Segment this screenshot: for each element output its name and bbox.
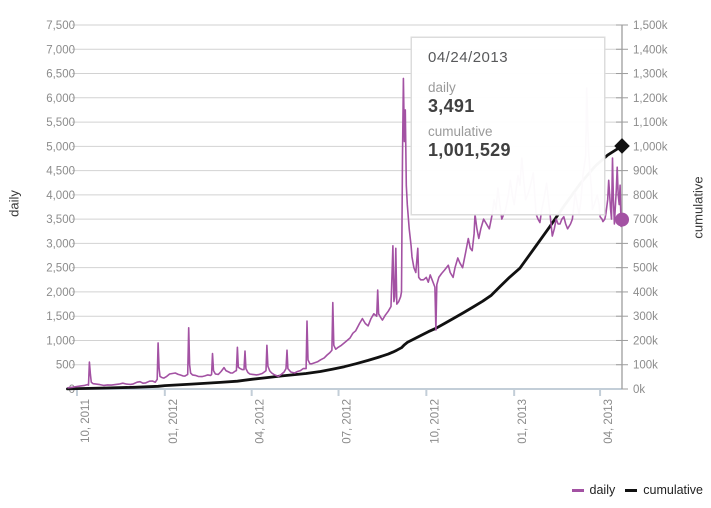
left-axis-tick-label: 6,000 [46, 93, 75, 105]
hover-tooltip: 04/24/2013 daily 3,491 cumulative 1,001,… [411, 37, 605, 215]
tooltip-daily-label: daily [428, 80, 456, 95]
right-axis-tick-label: 500k [633, 263, 658, 275]
tooltip-daily-value: 3,491 [428, 96, 475, 116]
cumulative-hover-marker-diamond-icon [614, 138, 630, 154]
right-axis-tick-label: 400k [633, 287, 658, 299]
right-axis-tick-label: 700k [633, 214, 658, 226]
daily-line [67, 77, 623, 389]
x-axis-tick-label: 10, 2011 [80, 399, 92, 443]
left-axis-tick-label: 4,500 [46, 166, 75, 178]
tooltip-date: 04/24/2013 [428, 49, 509, 66]
left-axis-tick-label: 2,500 [46, 263, 75, 275]
tooltip-cumulative-value: 1,001,529 [428, 140, 511, 160]
left-axis-tick-label: 2,000 [46, 287, 75, 299]
x-axis-tick-label: 01, 2013 [517, 399, 529, 444]
right-axis-tick-label: 1,400k [633, 44, 668, 56]
daily-swatch-icon [571, 488, 584, 492]
right-axis-tick-label: 300k [633, 311, 658, 323]
left-axis-tick-label: 500 [56, 360, 75, 372]
left-axis-tick-label: 6,500 [46, 69, 75, 81]
right-axis-tick-label: 600k [633, 238, 658, 250]
left-axis-tick-label: 7,500 [46, 20, 75, 32]
chart-legend: daily cumulative [571, 483, 703, 497]
left-axis-tick-label: 4,000 [46, 190, 75, 202]
left-axis-tick-label: 3,000 [46, 238, 75, 250]
legend-daily-label: daily [589, 483, 616, 497]
left-axis-tick-label: 1,000 [46, 335, 75, 347]
right-axis-tick-label: 0k [633, 384, 645, 396]
x-axis-tick-label: 07, 2012 [342, 399, 354, 444]
right-axis-tick-label: 1,300k [633, 69, 668, 81]
legend-item-cumulative[interactable]: cumulative [625, 483, 703, 497]
right-axis-tick-label: 900k [633, 166, 658, 178]
tooltip-cumulative-label: cumulative [428, 124, 493, 139]
x-axis-tick-label: 04, 2013 [603, 399, 615, 444]
right-axis-title: cumulative [690, 176, 706, 239]
right-axis-tick-label: 1,200k [633, 93, 668, 105]
right-axis-tick-label: 800k [633, 190, 658, 202]
cumulative-swatch-icon [625, 488, 638, 492]
left-axis-tick-label: 3,500 [46, 214, 75, 226]
right-axis-tick-label: 1,100k [633, 117, 668, 129]
x-axis-tick-label: 01, 2012 [168, 399, 180, 444]
x-axis-tick-label: 10, 2012 [429, 399, 441, 444]
daily-hover-marker [615, 212, 630, 227]
right-axis-tick-label: 200k [633, 335, 658, 347]
left-axis-tick-label: 1,500 [46, 311, 75, 323]
x-axis-tick-label: 04, 2012 [255, 399, 267, 444]
legend-item-daily[interactable]: daily [571, 483, 616, 497]
right-axis-tick-label: 100k [633, 360, 658, 372]
right-axis-tick-label: 1,000k [633, 141, 668, 153]
left-axis-tick-label: 5,500 [46, 117, 75, 129]
cumulative-line [66, 144, 624, 391]
left-axis-title: daily [6, 190, 22, 217]
left-axis-tick-label: 7,000 [46, 44, 75, 56]
right-axis-tick-label: 1,500k [633, 20, 668, 32]
legend-cumulative-label: cumulative [643, 483, 703, 497]
left-axis-tick-label: 5,000 [46, 141, 75, 153]
